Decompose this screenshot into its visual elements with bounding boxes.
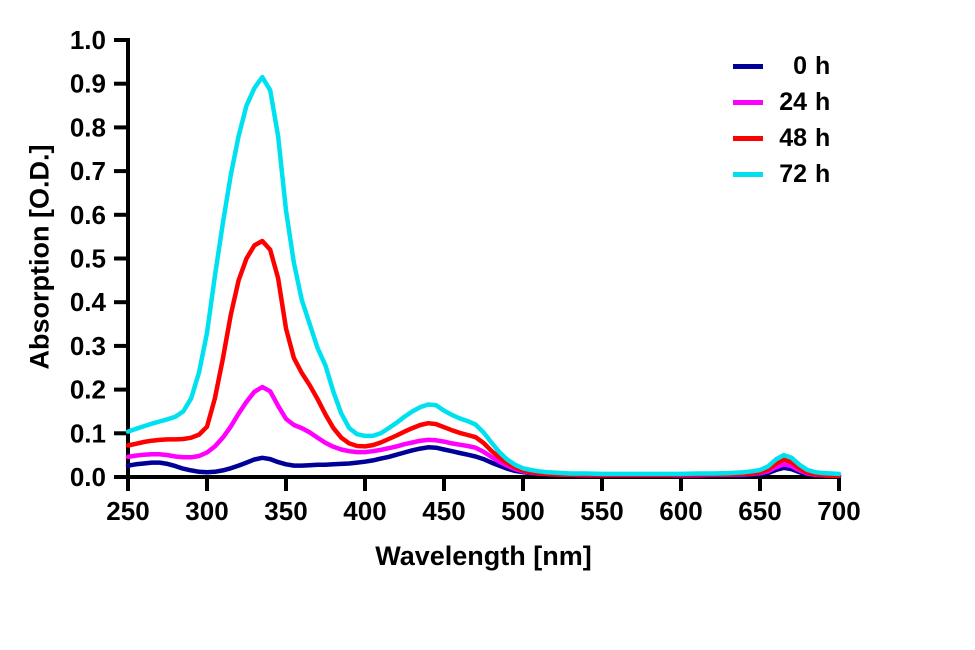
legend-swatch	[733, 171, 763, 177]
series-line-72-h	[125, 74, 842, 477]
y-tick-label: 0.0	[70, 462, 106, 492]
legend-unit: h	[815, 123, 831, 152]
legend-unit: h	[815, 87, 831, 116]
x-tick-label: 500	[501, 496, 544, 526]
legend-label: 24	[779, 87, 807, 116]
legend-unit: h	[815, 159, 831, 188]
y-tick-label: 0.3	[70, 331, 106, 361]
legend-unit: h	[815, 51, 831, 80]
y-tick-label: 1.0	[70, 25, 106, 55]
y-tick-label: 0.7	[70, 156, 106, 186]
y-tick-label: 0.1	[70, 418, 106, 448]
legend-swatch	[733, 63, 763, 69]
x-tick-label: 450	[422, 496, 465, 526]
y-tick-label: 0.6	[70, 200, 106, 230]
x-tick-label: 300	[185, 496, 228, 526]
x-tick-label: 250	[106, 496, 149, 526]
y-tick-label: 0.9	[70, 69, 106, 99]
legend-label: 0	[793, 51, 807, 80]
y-tick-label: 0.2	[70, 375, 106, 405]
legend-row-24-h: 24 h	[733, 84, 830, 120]
x-tick-label: 650	[738, 496, 781, 526]
y-tick-label: 0.4	[70, 287, 107, 317]
series-line-48-h	[125, 238, 842, 478]
x-tick-label: 700	[817, 496, 860, 526]
x-axis-title: Wavelength [nm]	[375, 541, 592, 571]
legend: 0 h 24 h 48 h 72 h	[733, 48, 830, 192]
y-axis-title: Absorption [O.D.]	[24, 144, 55, 370]
legend-row-72-h: 72 h	[733, 156, 830, 192]
x-tick-label: 350	[264, 496, 307, 526]
x-tick-label: 600	[659, 496, 702, 526]
x-tick-label: 400	[343, 496, 386, 526]
y-tick-label: 0.5	[70, 244, 106, 274]
legend-row-48-h: 48 h	[733, 120, 830, 156]
legend-swatch	[733, 135, 763, 141]
legend-label: 48	[779, 123, 807, 152]
y-tick-label: 0.8	[70, 112, 106, 142]
legend-label: 72	[779, 159, 807, 188]
legend-swatch	[733, 99, 763, 105]
x-tick-label: 550	[580, 496, 623, 526]
